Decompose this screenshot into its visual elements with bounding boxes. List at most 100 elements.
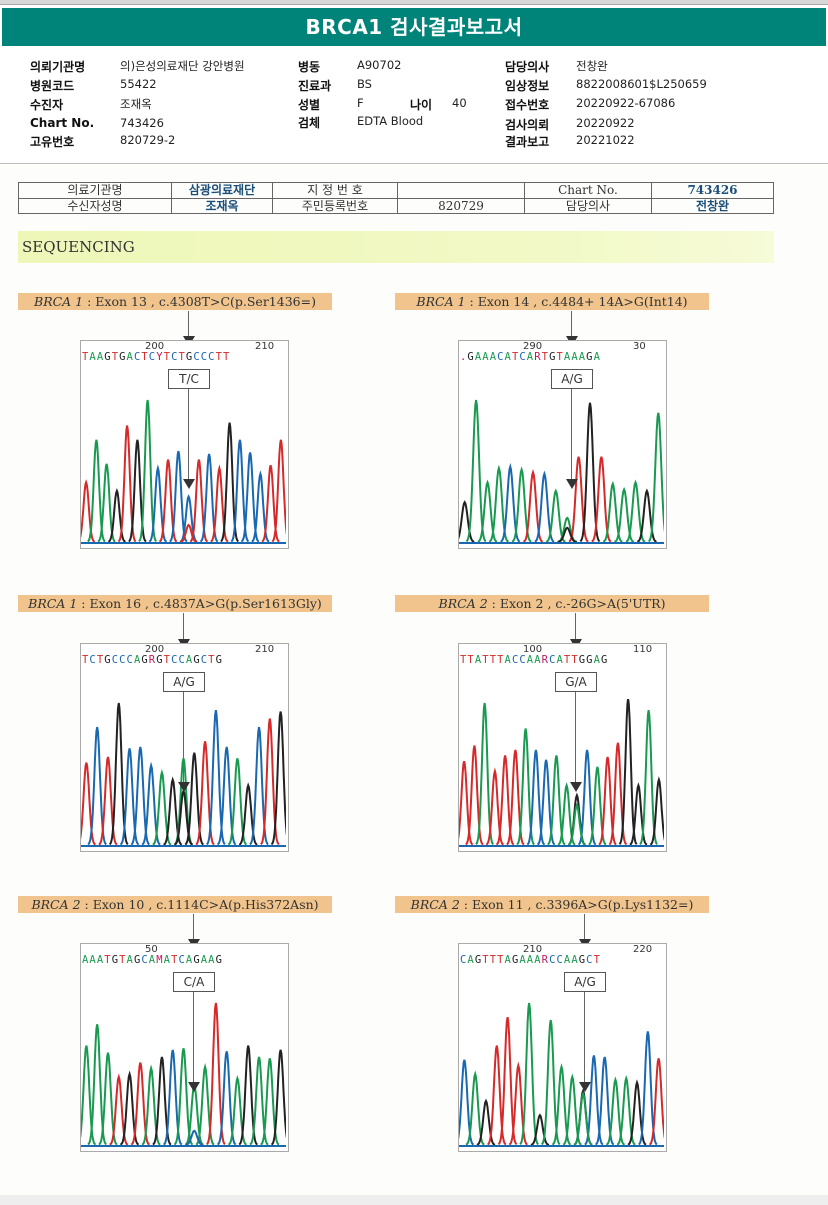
peak-G [530,1113,550,1146]
base-call: C [549,654,557,666]
base-call: A [504,954,512,966]
base-call: A [96,351,105,363]
chromatogram-trace [459,1002,664,1147]
info-label: 검사의뢰 [505,118,550,132]
peak-T [260,718,280,846]
peak-A [625,479,646,543]
chromatogram-panel: BRCA 1 : Exon 16 , c.4837A>G(p.Ser1613Gl… [18,595,338,865]
minor-peak-T [179,523,198,543]
base-call: C [119,654,127,666]
peak-G [163,776,183,846]
peak-A [602,480,623,543]
base-call: G [549,351,557,363]
base-call: G [511,954,520,966]
peak-G [270,711,286,846]
peak-C [500,462,521,543]
base-call: A [89,351,97,363]
position-tick-label: 220 [633,944,653,955]
info-value: 40 [452,96,467,110]
base-call: G [193,954,201,966]
peak-G [629,782,648,846]
window-top-border [0,0,828,5]
variant-pointer-line [571,311,572,338]
peak-G [220,422,239,543]
base-call: G [474,954,483,966]
base-call: G [141,654,149,666]
base-call: A [482,351,490,363]
chromatogram-trace [81,399,286,544]
info-label: 병동 [298,60,321,74]
position-tick-label: 50 [145,944,158,955]
peak-C [163,1049,183,1146]
peak-T [465,745,484,846]
section-title: SEQUENCING [22,238,135,256]
base-call: T [541,351,550,363]
variant-label: BRCA 2 : Exon 2 , c.-26G>A(5'UTR) [395,595,709,612]
peak-T [109,1073,129,1146]
peak-T [568,456,589,543]
info-label: 임상정보 [505,79,550,93]
peak-T [608,742,628,846]
info-label: 성별 [298,98,321,112]
peak-A [516,728,535,846]
base-call: C [549,954,557,966]
base-call: T [563,654,572,666]
peak-T [81,479,96,543]
base-call: G [104,654,112,666]
peak-G [627,1079,647,1146]
base-sequence: TCTGCCCAGRGTCCAGCTG [82,654,285,666]
base-call: T [460,654,468,666]
base-call: R [541,654,550,666]
base-call: T [497,954,505,966]
base-call: M [156,954,164,966]
peak-G [238,782,258,846]
peak-T [117,425,137,543]
base-sequence: CAGTTTAGAAARCCAAGCT [460,954,663,966]
variant-description: : Exon 14 , c.4484+ 14A>G(Int14) [465,294,688,309]
peak-C [534,470,555,543]
base-call: A [126,351,134,363]
base-call: C [178,954,186,966]
base-sequence: AAATGTAGCAMATCAGAAG [82,954,285,966]
variant-description: : Exon 11 , c.3396A>G(p.Lys1132=) [459,897,694,912]
info-value: 조재옥 [120,97,152,111]
table-cell: 주민등록번호 [272,197,398,214]
base-call: T [82,351,90,363]
peak-C [536,759,556,846]
base-call: T [511,351,520,363]
peak-A [616,1074,636,1146]
info-label: 수진자 [30,98,64,112]
base-call: G [215,954,224,966]
info-value: 820729-2 [120,133,176,147]
gene-name: BRCA 1 [416,294,466,309]
base-call: G [111,954,120,966]
peak-C [230,439,250,543]
base-call: R [148,654,157,666]
peak-G [119,1070,140,1146]
base-call: A [556,654,564,666]
base-call: G [586,654,594,666]
base-call: A [593,351,602,363]
position-tick-label: 210 [523,944,543,955]
variant-peak-marker-icon [565,479,578,489]
peak-A [477,479,498,543]
info-value: 20221022 [576,133,635,147]
peak-C [119,748,140,846]
base-call: A [571,954,579,966]
peak-T [81,762,97,846]
base-call: T [178,351,186,363]
base-call: C [586,954,594,966]
base-call: C [519,654,527,666]
base-call: A [534,654,542,666]
minor-peak-C [185,1129,204,1146]
peak-A [249,1056,269,1146]
peak-G [459,500,475,543]
chromatogram-panel: BRCA 2 : Exon 2 , c.-26G>A(5'UTR) 100 110 T… [395,595,715,865]
variant-peak-marker-icon [177,782,190,792]
info-label: 의뢰기관명 [30,60,86,74]
variant-peak-marker-icon [182,479,195,489]
peak-A [152,768,172,846]
variant-peak-marker-icon [578,1082,591,1092]
table-row: 수신자성명 조재옥 주민등록번호 820729 담당의사 전창완 [18,197,774,214]
peak-A [588,766,607,846]
